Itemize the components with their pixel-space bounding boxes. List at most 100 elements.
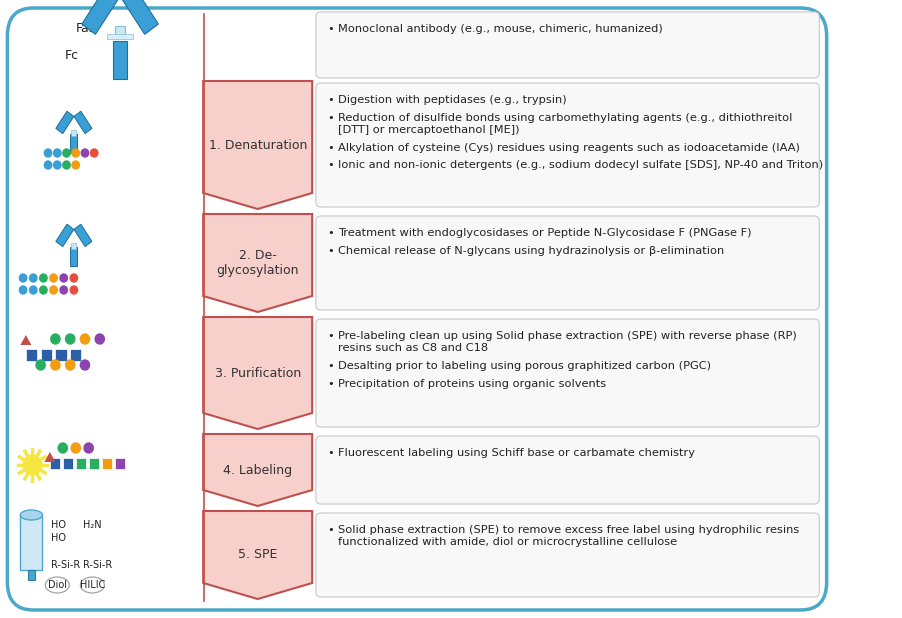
Text: 1. Denaturation: 1. Denaturation — [208, 138, 307, 151]
Circle shape — [53, 149, 61, 157]
Text: Monoclonal antibody (e.g., mouse, chimeric, humanized): Monoclonal antibody (e.g., mouse, chimer… — [337, 24, 662, 34]
Ellipse shape — [80, 577, 105, 593]
Text: •: • — [327, 24, 334, 34]
Bar — [50, 458, 60, 469]
Circle shape — [70, 286, 78, 294]
Polygon shape — [21, 335, 32, 345]
Circle shape — [30, 286, 37, 294]
Bar — [21, 515, 42, 570]
Ellipse shape — [45, 577, 69, 593]
Bar — [74, 111, 92, 133]
Text: 4. Labeling: 4. Labeling — [223, 464, 292, 476]
Circle shape — [80, 360, 89, 370]
Text: •: • — [327, 245, 334, 255]
FancyBboxPatch shape — [316, 436, 818, 504]
Bar — [115, 26, 124, 38]
Bar — [123, 0, 158, 35]
Text: Chemical release of N-glycans using hydrazinolysis or β-elimination: Chemical release of N-glycans using hydr… — [337, 245, 723, 255]
Circle shape — [40, 286, 47, 294]
Circle shape — [66, 334, 75, 344]
Text: •: • — [327, 331, 334, 341]
Bar — [102, 458, 112, 469]
FancyBboxPatch shape — [316, 12, 818, 78]
Text: Alkylation of cysteine (Cys) residues using reagents such as iodoacetamide (IAA): Alkylation of cysteine (Cys) residues us… — [337, 143, 799, 153]
Text: •: • — [327, 378, 334, 389]
Polygon shape — [203, 511, 312, 599]
Bar — [74, 224, 92, 247]
Text: 2. De-
glycosylation: 2. De- glycosylation — [216, 249, 299, 277]
Text: Desalting prior to labeling using porous graphitized carbon (PGC): Desalting prior to labeling using porous… — [337, 361, 710, 371]
Text: Digestion with peptidases (e.g., trypsin): Digestion with peptidases (e.g., trypsin… — [337, 95, 566, 105]
Bar — [82, 0, 117, 35]
Circle shape — [80, 334, 89, 344]
Circle shape — [44, 161, 51, 169]
Circle shape — [71, 443, 80, 453]
Polygon shape — [44, 452, 55, 462]
Text: Solid phase extraction (SPE) to remove excess free label using hydrophilic resin: Solid phase extraction (SPE) to remove e… — [337, 525, 798, 548]
Circle shape — [72, 161, 79, 169]
Bar — [55, 349, 67, 361]
Circle shape — [44, 149, 51, 157]
Text: Pre-labeling clean up using Solid phase extraction (SPE) with reverse phase (RP): Pre-labeling clean up using Solid phase … — [337, 331, 796, 353]
Bar — [56, 111, 74, 133]
Circle shape — [50, 286, 57, 294]
FancyBboxPatch shape — [316, 83, 818, 207]
Text: 3. Purification: 3. Purification — [215, 366, 300, 379]
Text: R-Si-R: R-Si-R — [51, 560, 80, 570]
Text: Diol: Diol — [48, 580, 67, 590]
Bar — [41, 349, 51, 361]
Circle shape — [51, 334, 60, 344]
Circle shape — [51, 360, 60, 370]
Text: Treatment with endoglycosidases or Peptide N-Glycosidase F (PNGase F): Treatment with endoglycosidases or Pepti… — [337, 228, 750, 238]
Circle shape — [81, 149, 88, 157]
Bar — [70, 247, 78, 266]
Bar — [71, 130, 77, 136]
Circle shape — [23, 455, 41, 475]
Bar — [70, 349, 81, 361]
Text: •: • — [327, 525, 334, 535]
Circle shape — [50, 274, 57, 282]
Circle shape — [90, 149, 97, 157]
Text: Reduction of disulfide bonds using carbomethylating agents (e.g., dithiothreitol: Reduction of disulfide bonds using carbo… — [337, 112, 792, 135]
Circle shape — [84, 443, 93, 453]
Circle shape — [53, 161, 61, 169]
Polygon shape — [203, 434, 312, 506]
Polygon shape — [203, 317, 312, 429]
Bar — [63, 458, 73, 469]
Bar — [56, 224, 74, 247]
Text: R-Si-R: R-Si-R — [83, 560, 112, 570]
Text: •: • — [327, 448, 334, 458]
Bar — [26, 349, 37, 361]
Bar — [88, 458, 98, 469]
Circle shape — [63, 161, 70, 169]
Bar — [107, 33, 133, 38]
Bar — [76, 458, 86, 469]
Bar — [70, 134, 78, 153]
FancyBboxPatch shape — [316, 216, 818, 310]
Text: HILIC: HILIC — [79, 580, 105, 590]
Text: •: • — [327, 95, 334, 105]
Circle shape — [60, 286, 68, 294]
Circle shape — [40, 274, 47, 282]
Polygon shape — [203, 214, 312, 312]
Polygon shape — [203, 81, 312, 209]
Text: •: • — [327, 160, 334, 170]
Bar — [28, 570, 35, 580]
Bar — [115, 458, 124, 469]
Circle shape — [72, 149, 79, 157]
FancyBboxPatch shape — [7, 8, 825, 610]
Ellipse shape — [21, 510, 42, 520]
Text: •: • — [327, 361, 334, 371]
Circle shape — [60, 274, 68, 282]
Circle shape — [36, 360, 45, 370]
Circle shape — [58, 443, 68, 453]
Circle shape — [19, 286, 27, 294]
Text: Fc: Fc — [65, 49, 78, 62]
Text: Fab: Fab — [76, 22, 97, 35]
Text: •: • — [327, 112, 334, 122]
Text: Precipitation of proteins using organic solvents: Precipitation of proteins using organic … — [337, 378, 605, 389]
Circle shape — [19, 274, 27, 282]
Bar — [71, 243, 77, 248]
Text: •: • — [327, 228, 334, 238]
Circle shape — [70, 274, 78, 282]
